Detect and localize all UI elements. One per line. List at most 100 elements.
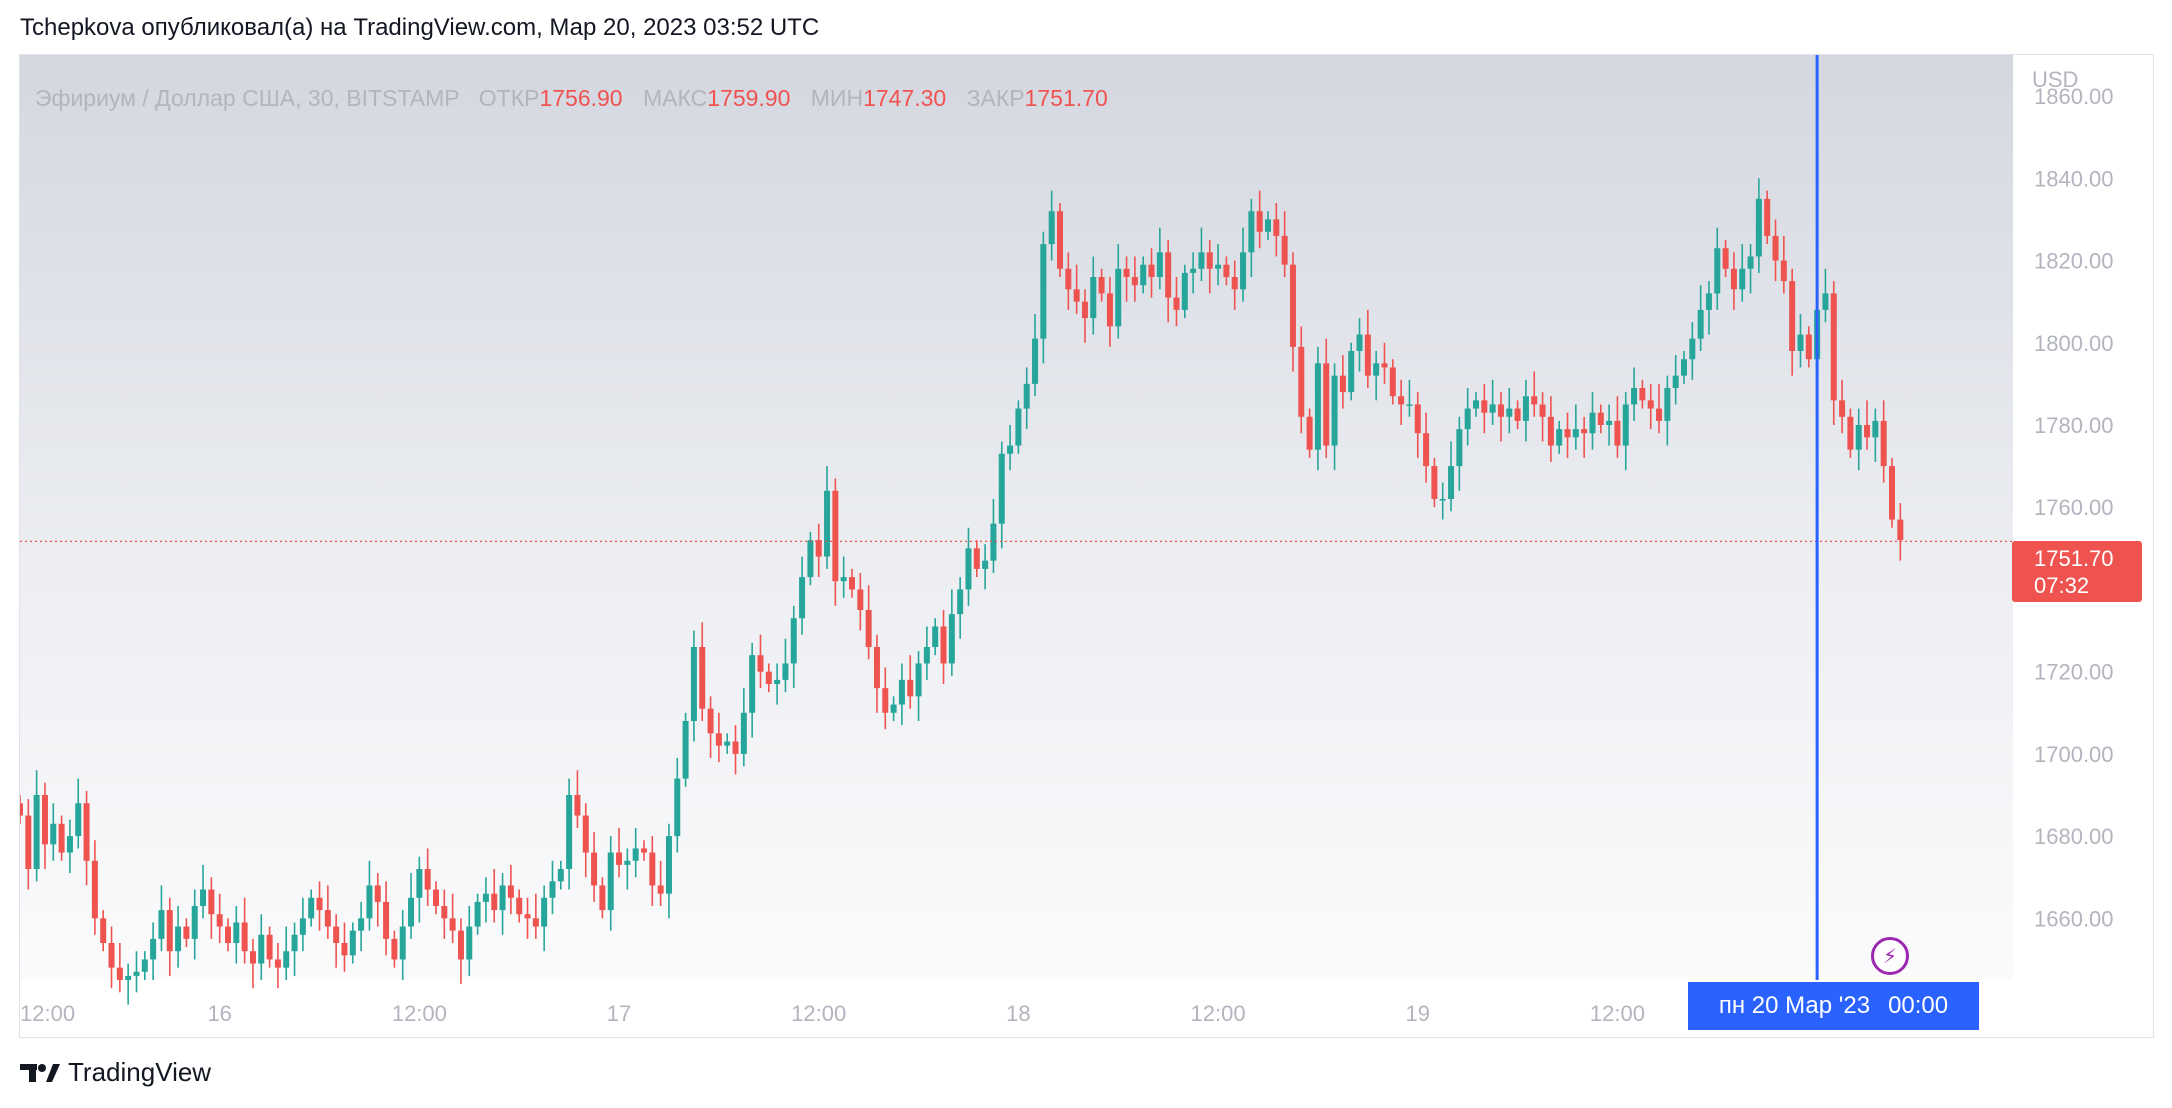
last-price-value: 1751.70 [2034, 546, 2114, 571]
price-tick-label: 1720.00 [2034, 660, 2114, 685]
candle-body [1040, 244, 1047, 339]
brand[interactable]: TradingView [20, 1057, 211, 1088]
candle-body [873, 647, 880, 689]
candle-body [183, 926, 190, 939]
time-tick-label: 12:00 [392, 1001, 447, 1026]
candle-body [1805, 334, 1812, 360]
candle-body [1431, 466, 1438, 499]
candle-body [641, 848, 647, 853]
time-axis[interactable]: 12:00 16 12:00 17 12:00 18 12:00 19 12:00 [20, 1001, 1645, 1026]
candle-body [341, 943, 348, 956]
candle-body [898, 679, 905, 705]
candle-body [1547, 416, 1554, 446]
price-chart[interactable]: 1660.001680.001700.001720.001740.001760.… [20, 55, 2154, 1038]
candle-body [108, 943, 115, 968]
candle-body [166, 910, 173, 952]
candle-body [507, 885, 514, 898]
candle-body [624, 860, 631, 865]
candle-body [1456, 429, 1463, 467]
candle-body [1880, 420, 1887, 467]
candle-body [1364, 334, 1371, 376]
candle-body [757, 655, 764, 672]
candle-body [83, 803, 90, 861]
candle-body [324, 910, 331, 927]
candle-body [449, 918, 456, 931]
candle-body [948, 614, 955, 664]
candle-body [998, 453, 1005, 524]
time-tick-label: 12:00 [791, 1001, 846, 1026]
candle-body [1048, 211, 1055, 245]
candle-body [1414, 404, 1421, 434]
candle-body [457, 930, 464, 960]
candle-body [1481, 400, 1488, 413]
candle-body [740, 712, 747, 754]
candle-body [815, 540, 822, 557]
last-price-tag: 1751.70 07:32 [2012, 541, 2142, 602]
candle-body [100, 918, 107, 943]
candle-body [316, 897, 323, 911]
candle-body [33, 795, 40, 869]
time-tick-label: 12:00 [1191, 1001, 1246, 1026]
candle-body [1697, 309, 1704, 339]
candle-body [749, 655, 756, 713]
candle-body [1248, 211, 1255, 253]
candle-body [782, 663, 789, 680]
candle-body [990, 523, 997, 561]
candle-body [574, 795, 581, 816]
lightning-icon[interactable]: ⚡ [1871, 937, 1909, 975]
candle-body [682, 721, 689, 779]
chart-frame[interactable]: 1660.001680.001700.001720.001740.001760.… [19, 54, 2154, 1038]
candle-body [690, 647, 697, 721]
candle-body [1381, 363, 1388, 368]
candle-body [1389, 367, 1396, 397]
candle-body [1181, 272, 1188, 310]
candle-body [1531, 396, 1538, 405]
candle-body [1539, 404, 1546, 417]
candle-body [799, 577, 806, 619]
price-tick-label: 1860.00 [2034, 84, 2114, 109]
candle-body [433, 889, 439, 906]
close-label: ЗАКР [966, 85, 1025, 111]
candle-body [549, 881, 556, 898]
candle-body [1373, 363, 1380, 376]
candle-body [1356, 334, 1363, 351]
candle-body [1281, 235, 1288, 265]
symbol-legend: Эфириум / Доллар США, 30, BITSTAMP ОТКР1… [35, 85, 1122, 112]
price-tick-label: 1760.00 [2034, 495, 2114, 520]
symbol-name: Эфириум / Доллар США, 30, BITSTAMP [35, 85, 460, 111]
candle-body [765, 671, 772, 684]
candle-body [125, 975, 132, 980]
candle-body [299, 918, 306, 935]
candle-body [1098, 277, 1105, 294]
candle-body [1614, 420, 1621, 446]
candle-body [208, 889, 215, 915]
candle-body [491, 893, 498, 911]
open-label: ОТКР [478, 85, 540, 111]
time-tick-label: 12:00 [1590, 1001, 1645, 1026]
price-tick-label: 1660.00 [2034, 906, 2114, 931]
candle-body [274, 959, 281, 968]
candle-body [399, 926, 406, 960]
candle-body [532, 918, 539, 927]
candle-body [133, 971, 140, 976]
candle-body [1265, 219, 1271, 232]
candle-body [1215, 264, 1222, 269]
candle-body [715, 733, 722, 746]
candle-body [932, 626, 939, 647]
candle-body [1755, 198, 1762, 257]
candle-body [1190, 268, 1197, 273]
candle-body [1106, 293, 1113, 327]
candle-body [499, 885, 506, 911]
candle-body [674, 778, 681, 837]
open-value: 1756.90 [539, 85, 623, 111]
candle-body [216, 914, 223, 927]
candle-body [973, 548, 980, 569]
candle-body [915, 663, 922, 697]
candle-body [1747, 256, 1754, 269]
candle-body [890, 704, 897, 713]
candle-body [1872, 420, 1879, 438]
candle-body [1597, 412, 1604, 425]
price-tick-label: 1820.00 [2034, 249, 2114, 274]
price-axis[interactable]: 1660.001680.001700.001720.001740.001760.… [2034, 84, 2114, 931]
candle-body [1007, 445, 1014, 454]
